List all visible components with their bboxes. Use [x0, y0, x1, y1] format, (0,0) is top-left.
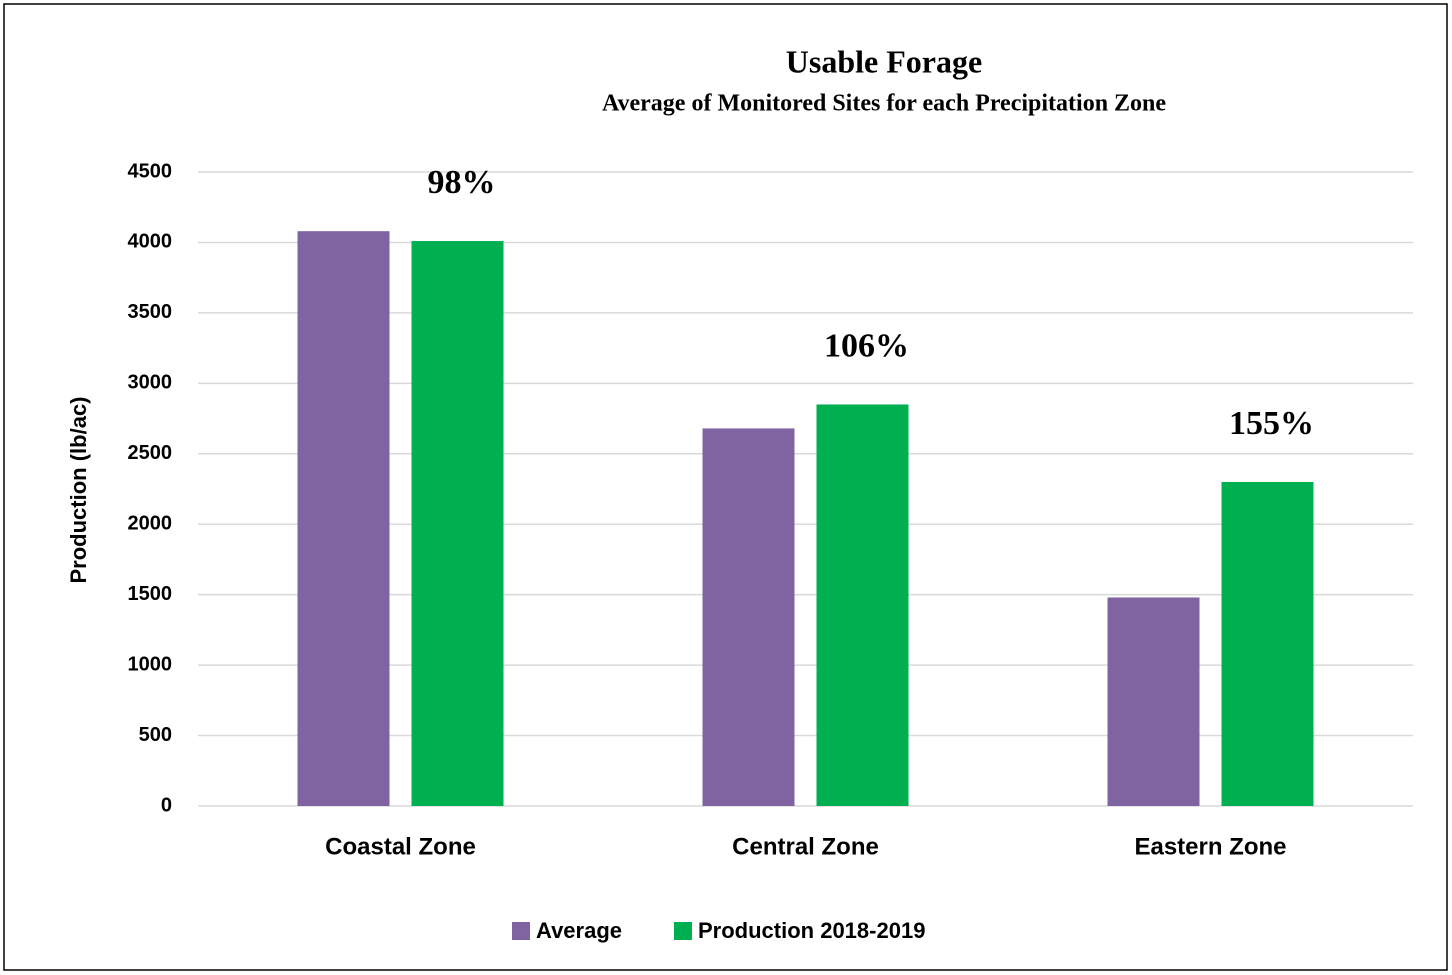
y-tick-label: 4500: [128, 160, 173, 182]
bar: [411, 241, 504, 807]
bar: [1107, 597, 1200, 806]
x-tick-label: Central Zone: [732, 833, 879, 860]
y-tick-label: 1500: [128, 583, 173, 605]
legend-label: Average: [536, 918, 622, 943]
y-tick-label: 500: [139, 724, 172, 746]
bar: [702, 428, 795, 806]
bar: [816, 404, 909, 806]
y-axis-label: Production (lb/ac): [66, 397, 91, 584]
y-tick-label: 0: [161, 794, 172, 816]
y-tick-label: 2500: [128, 442, 173, 464]
y-tick-label: 1000: [128, 653, 173, 675]
annotation: 155%: [1229, 405, 1314, 442]
bar: [297, 231, 390, 806]
legend-swatch: [512, 922, 530, 940]
chart-title: Usable Forage: [786, 43, 982, 79]
legend-swatch: [674, 922, 692, 940]
x-tick-label: Eastern Zone: [1134, 833, 1286, 860]
y-tick-label: 3000: [128, 372, 173, 394]
bar: [1221, 481, 1314, 806]
legend-label: Production 2018-2019: [698, 918, 925, 943]
annotation: 106%: [824, 327, 909, 364]
y-tick-label: 2000: [128, 513, 173, 535]
annotation: 98%: [428, 164, 496, 201]
x-tick-label: Coastal Zone: [325, 833, 476, 860]
chart-subtitle: Average of Monitored Sites for each Prec…: [602, 91, 1166, 117]
y-tick-label: 4000: [128, 231, 173, 253]
y-tick-label: 3500: [128, 301, 173, 323]
